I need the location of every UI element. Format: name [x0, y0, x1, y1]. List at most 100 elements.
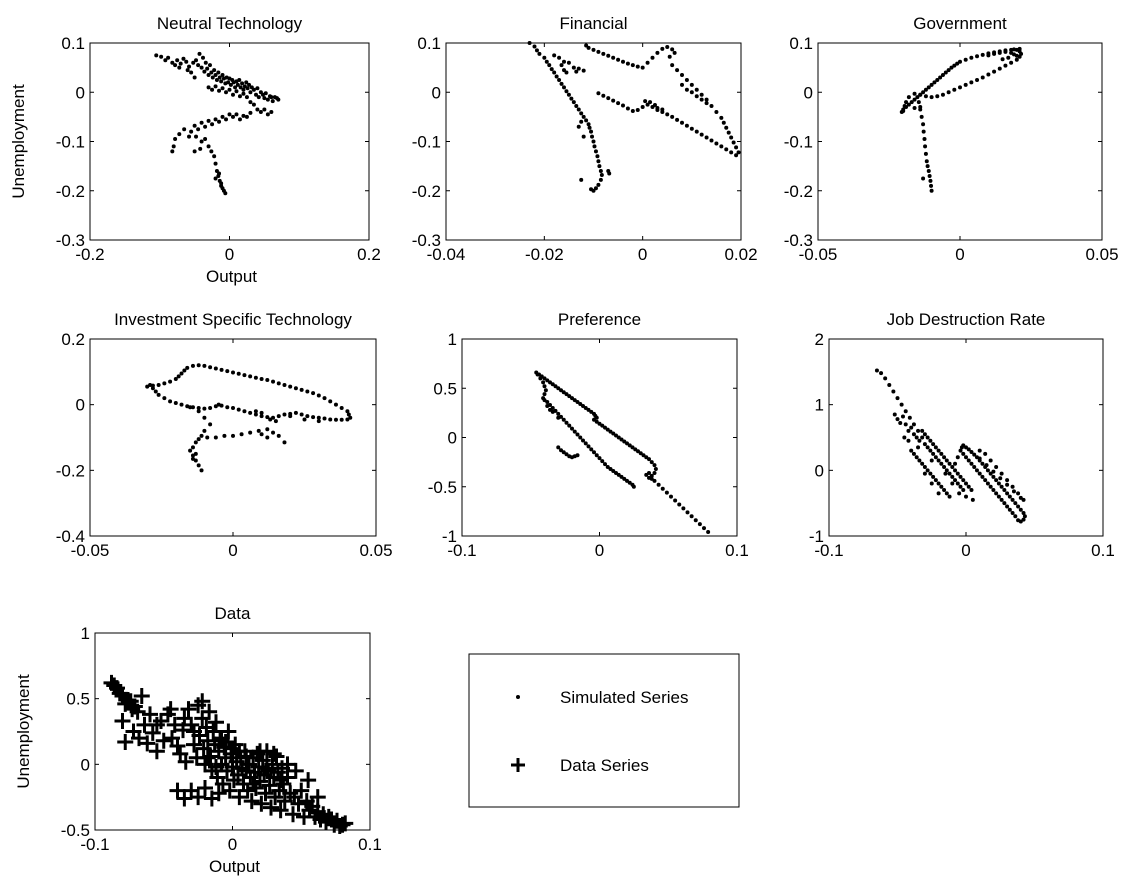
y-axis-label: Unemployment — [9, 84, 28, 199]
data-point-dot — [670, 47, 675, 52]
y-tick-label: -0.4 — [56, 527, 85, 546]
data-point-dot — [571, 100, 576, 105]
data-point-dot — [931, 442, 936, 447]
data-point-dot — [980, 52, 985, 57]
data-point-plus — [117, 734, 134, 751]
data-point-plus — [148, 716, 165, 733]
data-point-dot — [998, 476, 1003, 481]
data-point-dot — [997, 50, 1002, 55]
x-tick-label: -0.1 — [80, 835, 109, 854]
data-point-dot — [1005, 491, 1010, 496]
data-point-dot — [545, 378, 550, 383]
data-point-dot — [569, 96, 574, 101]
data-point-dot — [581, 403, 585, 408]
data-point-plus — [114, 712, 131, 729]
data-point-dot — [181, 56, 186, 61]
data-point-dot — [192, 75, 197, 80]
legend-dot-marker — [516, 695, 520, 699]
data-point-dot — [964, 481, 968, 486]
data-point-dot — [1011, 47, 1016, 52]
y-tick-label: 1 — [815, 396, 824, 415]
data-point-dot — [579, 119, 584, 124]
data-point-dot — [660, 107, 665, 112]
data-point-dot — [589, 447, 594, 452]
data-point-dot — [966, 484, 971, 489]
x-tick-label: 0 — [228, 835, 237, 854]
chart-title: Job Destruction Rate — [887, 310, 1046, 329]
x-tick-label: -0.1 — [447, 541, 476, 560]
x-tick-label: -0.02 — [525, 245, 564, 264]
data-point-dot — [156, 382, 161, 387]
data-point-dot — [969, 488, 974, 493]
legend-label-data: Data Series — [560, 756, 649, 775]
data-point-dot — [208, 365, 213, 370]
data-point-dot — [200, 55, 205, 60]
data-point-dot — [949, 65, 954, 70]
data-point-dot — [1002, 488, 1007, 493]
x-tick-label: -0.04 — [427, 245, 466, 264]
data-point-dot — [611, 55, 616, 60]
data-point-dot — [239, 432, 244, 437]
data-point-dot — [944, 458, 949, 463]
data-point-dot — [589, 409, 594, 414]
data-point-dot — [259, 377, 264, 382]
data-point-dot — [328, 417, 333, 422]
data-point-dot — [958, 85, 962, 90]
x-axis-label: Output — [206, 267, 257, 286]
data-point-dot — [907, 415, 912, 420]
data-point-dot — [190, 445, 195, 450]
data-point-dot — [736, 150, 741, 155]
data-point-dot — [636, 449, 640, 454]
data-point-dot — [196, 437, 201, 442]
data-point-dot — [244, 114, 249, 119]
data-point-plus — [186, 723, 202, 740]
data-point-dot — [625, 478, 629, 483]
data-point-dot — [899, 402, 904, 407]
data-point-dot — [348, 415, 353, 420]
data-point-dot — [621, 59, 625, 64]
data-point-dot — [171, 144, 176, 149]
data-point-dot — [545, 400, 550, 405]
data-point-dot — [616, 435, 621, 440]
data-point-dot — [969, 461, 974, 466]
data-point-dot — [242, 84, 247, 89]
data-point-dot — [254, 92, 259, 97]
data-point-dot — [664, 490, 669, 495]
data-point-plus — [194, 693, 211, 710]
data-point-dot — [627, 443, 632, 448]
data-point-dot — [589, 187, 594, 192]
data-point-dot — [925, 445, 930, 450]
data-point-dot — [199, 139, 204, 144]
y-tick-label: -1 — [442, 527, 457, 546]
data-point-dot — [574, 104, 579, 109]
data-point-dot — [567, 394, 572, 399]
data-point-dot — [939, 451, 944, 456]
data-point-dot — [714, 141, 719, 146]
data-point-dot — [939, 461, 944, 466]
data-point-dot — [236, 371, 241, 376]
data-point-dot — [241, 87, 246, 92]
data-point-dot — [660, 46, 665, 51]
y-tick-label: 2 — [815, 330, 824, 349]
data-point-dot — [684, 77, 689, 82]
data-point-dot — [947, 461, 952, 466]
data-point-dot — [699, 92, 704, 97]
data-point-dot — [213, 176, 218, 181]
data-point-dot — [248, 374, 253, 379]
data-point-dot — [625, 106, 630, 111]
data-point-dot — [1005, 478, 1010, 483]
data-point-dot — [704, 101, 709, 106]
data-point-dot — [191, 60, 196, 65]
data-point-dot — [202, 406, 207, 411]
data-point-dot — [564, 420, 569, 425]
data-point-dot — [924, 159, 929, 164]
data-point-dot — [994, 465, 999, 470]
data-point-dot — [1021, 511, 1026, 516]
data-point-dot — [225, 369, 230, 374]
y-tick-label: 0.5 — [433, 379, 457, 398]
data-point-dot — [316, 415, 321, 420]
legend-box — [468, 653, 740, 808]
data-point-dot — [625, 61, 630, 66]
data-point-dot — [543, 388, 548, 393]
data-point-dot — [256, 95, 261, 100]
